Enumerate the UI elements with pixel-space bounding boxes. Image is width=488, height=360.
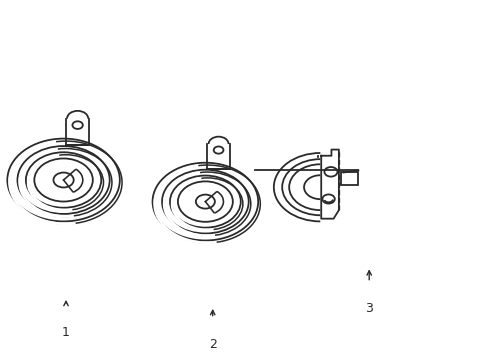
- Bar: [340, 172, 358, 185]
- Text: 1: 1: [62, 326, 70, 339]
- Text: 3: 3: [365, 302, 372, 315]
- Text: 2: 2: [208, 338, 216, 351]
